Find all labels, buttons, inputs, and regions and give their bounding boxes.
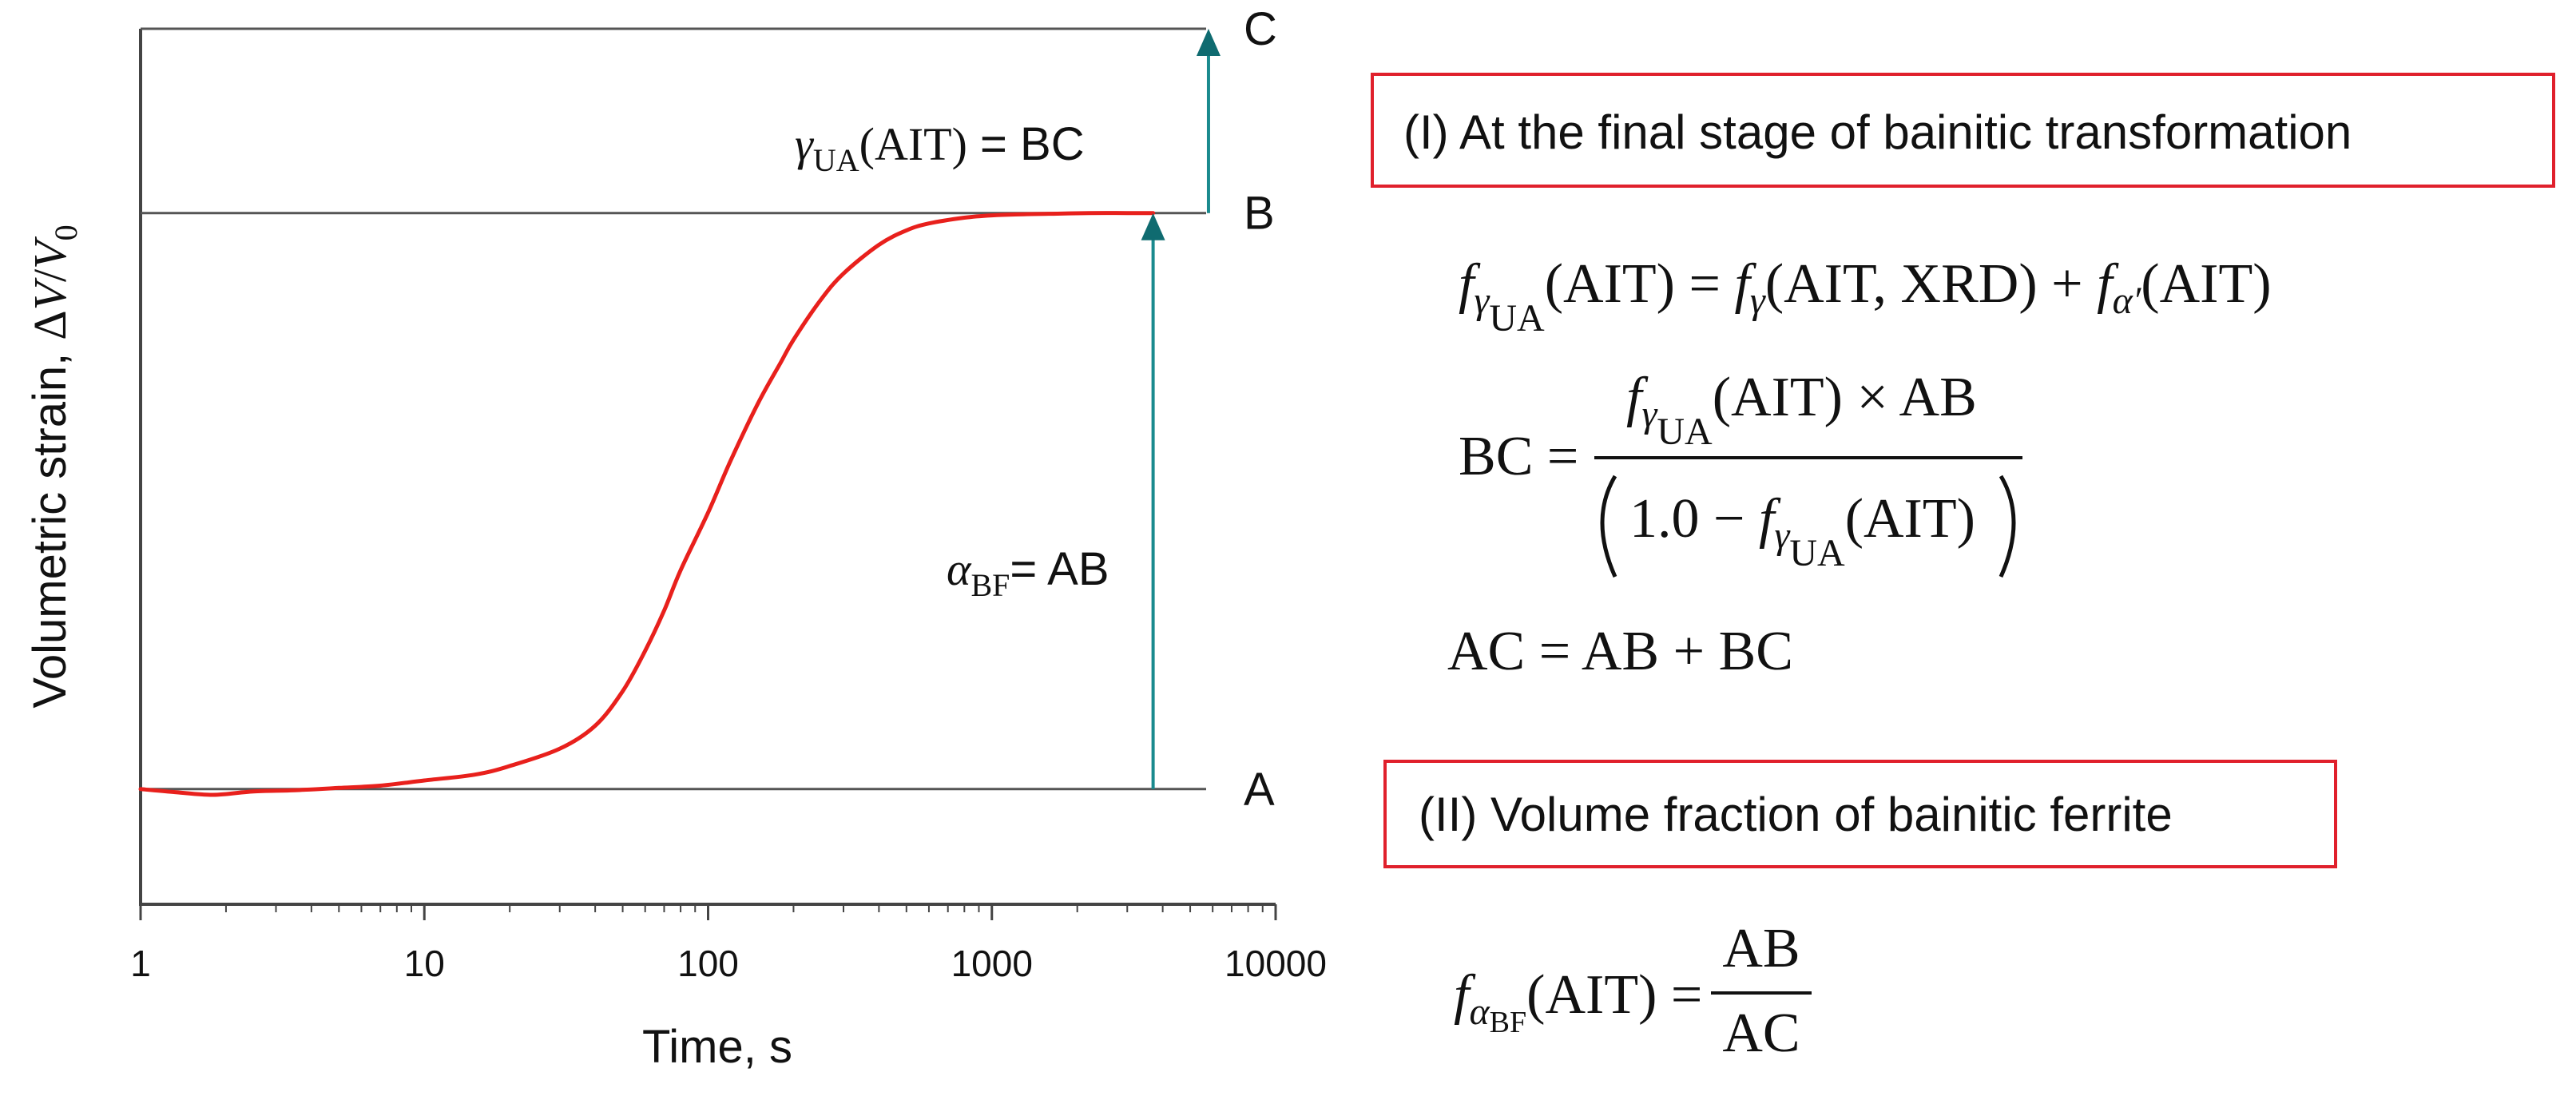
x-tick-label: 1 [130, 943, 151, 984]
level-label-c: C [1244, 3, 1277, 55]
section1-title-box [1371, 73, 2555, 188]
level-lines: A B C [141, 3, 1277, 816]
alpha-bf-arrow-head [1141, 212, 1165, 240]
equation-2-right-paren [1998, 475, 2016, 578]
x-tick-label: 10000 [1224, 943, 1327, 984]
equation-2-lhs: BC = [1459, 426, 1578, 487]
equation-2-denominator: 1.0 − fγUA(AIT) [1629, 488, 1975, 574]
alpha-annotation: αBF= AB [947, 543, 1109, 603]
section2-title-box [1383, 760, 2337, 868]
level-label-b: B [1244, 188, 1275, 240]
arrows [1141, 29, 1221, 789]
x-tick-label: 100 [677, 943, 739, 984]
x-tick-label: 10 [404, 943, 445, 984]
equation-2-numerator: fγUA(AIT) × AB [1626, 367, 1977, 453]
gamma-ua-arrow-head [1196, 29, 1221, 56]
equation-3: AC = AB + BC [1447, 621, 1793, 682]
y-axis-label: Volumetric strain, ΔV/V0 [24, 224, 84, 708]
x-tick-label: 1000 [951, 943, 1033, 984]
gamma-annotation: γUA(AIT) = BC [795, 118, 1085, 178]
equation-1: fγUA(AIT) = fγ(AIT, XRD) + fα′(AIT) [1459, 253, 2272, 340]
x-ticks: 1 10 100 1000 10000 [130, 904, 1327, 984]
equation-4-denominator: AC [1722, 1003, 1800, 1064]
section2-title: (II) Volume fraction of bainitic ferrite [1419, 788, 2173, 841]
chart: 1 10 100 1000 10000 A B C γUA(AIT) = BC αBF= A… [24, 3, 1327, 1073]
equations-panel: (I) At the final stage of bainitic trans… [1371, 73, 2555, 1064]
level-label-a: A [1244, 764, 1275, 816]
equation-4-numerator: AB [1722, 918, 1800, 979]
equation-4-lhs: fαBF(AIT) = [1454, 964, 1702, 1039]
series-line [138, 211, 1156, 797]
section1-title: (I) At the final stage of bainitic trans… [1403, 105, 2352, 159]
equation-2-left-paren [1600, 475, 1617, 578]
x-axis-label: Time, s [642, 1021, 792, 1073]
